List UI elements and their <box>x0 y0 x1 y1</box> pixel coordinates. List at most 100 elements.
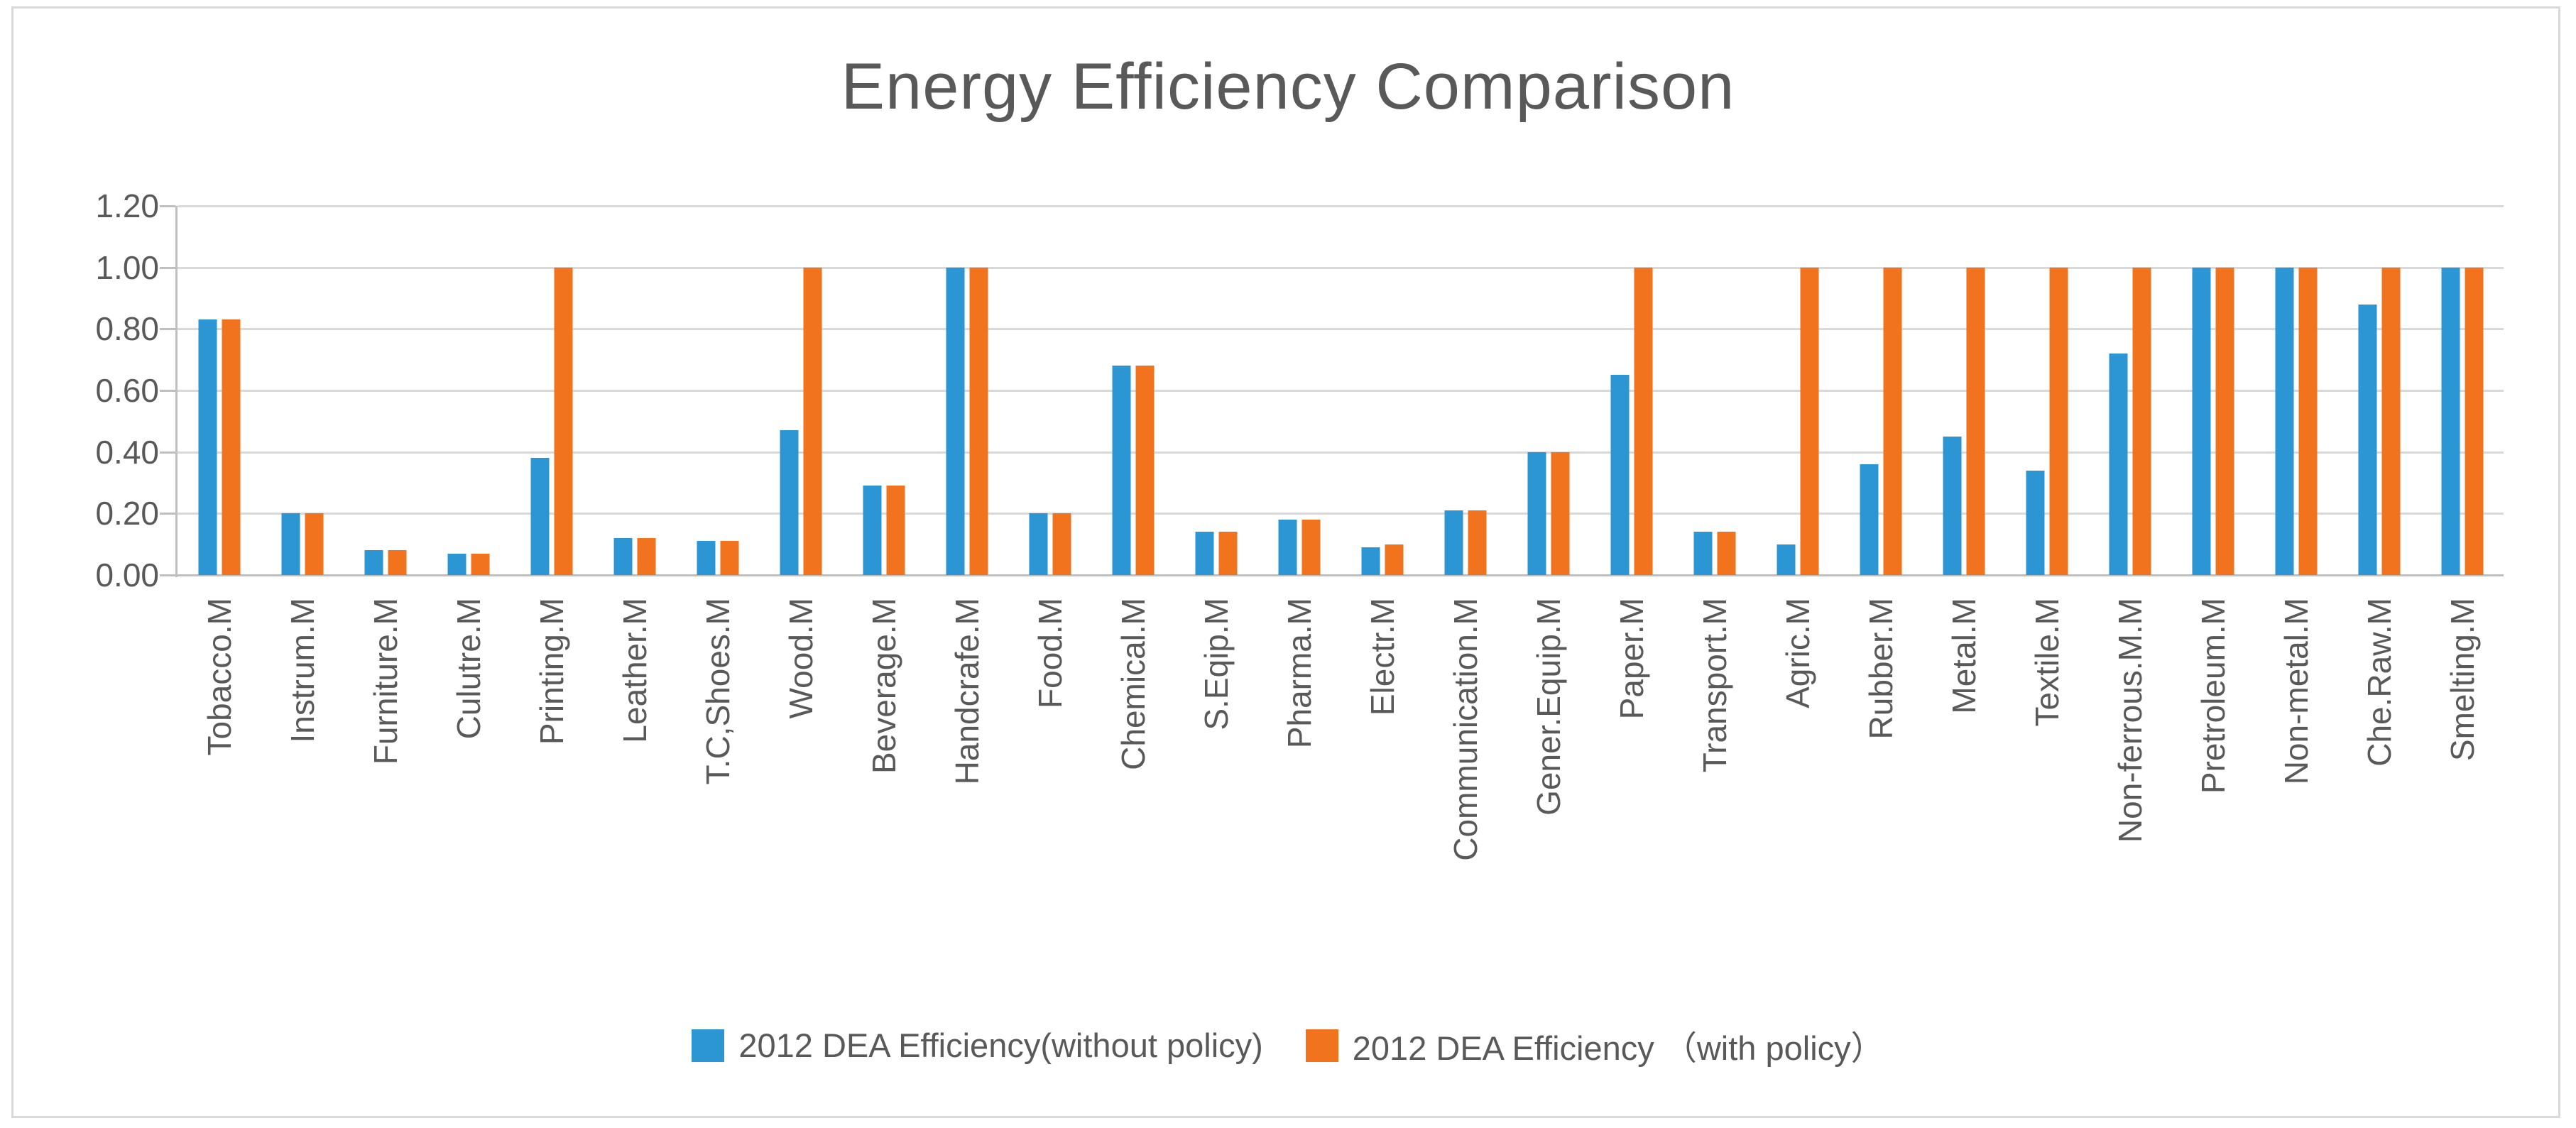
bar-without-policy-Wood.M <box>780 430 798 575</box>
bar-with-policy-T.C,Shoes.M <box>720 541 738 575</box>
x-axis-label: Wood.M <box>782 598 819 719</box>
bar-without-policy-Handcrafe.M <box>946 267 964 575</box>
category-group <box>2254 206 2337 575</box>
gridline <box>178 328 2504 331</box>
bar-pair <box>2358 206 2400 575</box>
category-group <box>510 206 593 575</box>
y-tick-label: 0.20 <box>95 495 159 532</box>
bar-pair <box>1860 206 1901 575</box>
y-axis-tick <box>160 390 175 392</box>
legend-label: 2012 DEA Efficiency （with policy） <box>1352 1029 1884 1067</box>
bar-without-policy-S.Eqip.M <box>1195 532 1213 575</box>
x-axis-label: Beverage.M <box>865 598 902 774</box>
bar-without-policy-Agric.M <box>1777 544 1795 575</box>
bar-with-policy-Communication.M <box>1468 510 1486 575</box>
bar-without-policy-T.C,Shoes.M <box>697 541 715 575</box>
bar-pair <box>2275 206 2317 575</box>
x-axis-label: Furniture.M <box>366 598 404 765</box>
bar-without-policy-Food.M <box>1029 513 1047 575</box>
category-group <box>925 206 1008 575</box>
category-group <box>759 206 842 575</box>
y-axis-tick <box>160 205 175 207</box>
category-group <box>2421 206 2504 575</box>
category-group <box>676 206 759 575</box>
category-group <box>1257 206 1341 575</box>
y-axis-tick <box>160 451 175 454</box>
x-axis-label: S.Eqip.M <box>1197 598 1235 730</box>
bar-without-policy-Tobacco.M <box>198 319 217 575</box>
bar-with-policy-Culutre.M <box>471 553 489 575</box>
bar-with-policy-Non-metal.M <box>2298 267 2317 575</box>
plot-area <box>160 205 2504 577</box>
bar-without-policy-Paper.M <box>1610 375 1629 575</box>
bar-pair <box>1444 206 1486 575</box>
bar-pair <box>1610 206 1652 575</box>
legend-swatch-without-policy <box>692 1029 725 1062</box>
bar-with-policy-Food.M <box>1052 513 1071 575</box>
bar-pair <box>780 206 822 575</box>
x-axis: Tobacco.M Instrum.M Furniture.M Culutre.M Pr… <box>178 598 2504 995</box>
bar-with-policy-Instrum.M <box>305 513 323 575</box>
legend-label: 2012 DEA Efficiency(without policy) <box>738 1026 1263 1064</box>
category-group <box>1590 206 1673 575</box>
gridline <box>178 451 2504 454</box>
category-group <box>261 206 344 575</box>
bar-with-policy-Transport.M <box>1717 532 1735 575</box>
bar-without-policy-Pharma.M <box>1278 520 1297 575</box>
category-group <box>427 206 510 575</box>
bar-with-policy-Electr.M <box>1385 544 1403 575</box>
bar-with-policy-Paper.M <box>1634 267 1652 575</box>
x-axis-label: Textile.M <box>2028 598 2065 727</box>
bar-pair <box>613 206 655 575</box>
bar-pair <box>1029 206 1071 575</box>
bar-pair <box>1361 206 1403 575</box>
bar-pair <box>2109 206 2151 575</box>
bar-without-policy-Instrum.M <box>281 513 300 575</box>
bar-with-policy-Che.Raw.M <box>2381 267 2400 575</box>
y-axis-tick <box>160 328 175 331</box>
bar-without-policy-Chemical.M <box>1112 366 1130 575</box>
x-axis-label: Food.M <box>1031 598 1069 708</box>
x-axis-label: Leather.M <box>616 598 653 743</box>
bar-with-policy-Agric.M <box>1800 267 1818 575</box>
category-group <box>2171 206 2254 575</box>
bar-pair <box>1943 206 1985 575</box>
chart-title: Energy Efficiency Comparison <box>841 50 1735 123</box>
bar-without-policy-Leather.M <box>613 538 632 575</box>
bar-without-policy-Che.Raw.M <box>2358 304 2376 575</box>
bar-without-policy-Rubber.M <box>1860 464 1878 575</box>
bar-with-policy-Beverage.M <box>886 486 905 575</box>
category-group <box>1839 206 1922 575</box>
category-group <box>1424 206 1507 575</box>
bar-pair <box>447 206 489 575</box>
bar-with-policy-Textile.M <box>2049 267 2068 575</box>
bar-without-policy-Beverage.M <box>863 486 881 575</box>
x-axis-label: Rubber.M <box>1862 598 1899 740</box>
x-axis-label: Pharma.M <box>1280 598 1318 749</box>
legend-item-with-policy: 2012 DEA Efficiency （with policy） <box>1305 1021 1884 1070</box>
bar-pair <box>281 206 323 575</box>
category-group <box>1507 206 1590 575</box>
bar-without-policy-Furniture.M <box>364 550 383 575</box>
bar-without-policy-Metal.M <box>1943 437 1961 575</box>
bar-without-policy-Non-ferrous.M.M <box>2109 354 2127 575</box>
x-axis-label: Non-ferrous.M.M <box>2111 598 2149 843</box>
legend-item-without-policy: 2012 DEA Efficiency(without policy) <box>692 1026 1263 1065</box>
bar-without-policy-Non-metal.M <box>2275 267 2293 575</box>
x-axis-label: Culutre.M <box>449 598 487 740</box>
bar-without-policy-Culutre.M <box>447 553 466 575</box>
bar-pair <box>2441 206 2483 575</box>
y-tick-label: 1.20 <box>95 187 159 224</box>
bar-pair <box>1112 206 1154 575</box>
bar-pair <box>1278 206 1320 575</box>
x-axis-label: Instrum.M <box>283 598 321 743</box>
bar-with-policy-Furniture.M <box>388 550 406 575</box>
x-axis-label: Pretroleum.M <box>2194 598 2232 794</box>
category-group <box>1341 206 1424 575</box>
bar-pair <box>2192 206 2234 575</box>
bar-with-policy-Metal.M <box>1966 267 1985 575</box>
bar-pair <box>697 206 738 575</box>
y-axis-tick <box>160 513 175 515</box>
bar-without-policy-Printing.M <box>530 458 549 575</box>
y-tick-label: 0.00 <box>95 557 159 593</box>
